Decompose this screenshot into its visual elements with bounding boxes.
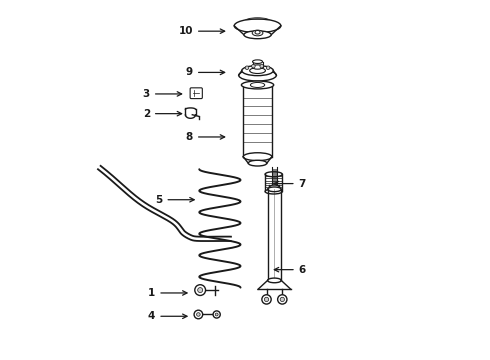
Text: 4: 4 bbox=[148, 311, 187, 321]
Text: 2: 2 bbox=[143, 109, 182, 119]
Circle shape bbox=[196, 313, 200, 316]
Ellipse shape bbox=[265, 172, 282, 177]
Circle shape bbox=[280, 297, 285, 302]
Circle shape bbox=[195, 285, 205, 296]
Ellipse shape bbox=[234, 19, 281, 33]
Text: 9: 9 bbox=[186, 67, 225, 77]
Circle shape bbox=[265, 297, 269, 302]
Text: 8: 8 bbox=[186, 132, 225, 142]
Text: 1: 1 bbox=[148, 288, 187, 298]
Ellipse shape bbox=[268, 278, 281, 283]
Ellipse shape bbox=[250, 82, 265, 87]
Ellipse shape bbox=[252, 65, 263, 69]
Text: 7: 7 bbox=[274, 179, 306, 189]
Text: 6: 6 bbox=[274, 265, 306, 275]
Ellipse shape bbox=[248, 160, 267, 166]
Ellipse shape bbox=[243, 153, 272, 161]
Text: 5: 5 bbox=[155, 195, 194, 205]
Circle shape bbox=[278, 295, 287, 304]
Ellipse shape bbox=[250, 68, 266, 73]
Text: 10: 10 bbox=[178, 26, 225, 36]
Text: 3: 3 bbox=[143, 89, 182, 99]
FancyBboxPatch shape bbox=[190, 88, 202, 99]
Circle shape bbox=[262, 295, 271, 304]
Circle shape bbox=[251, 64, 255, 68]
Circle shape bbox=[197, 288, 203, 293]
Ellipse shape bbox=[255, 31, 260, 34]
Ellipse shape bbox=[265, 189, 282, 194]
Ellipse shape bbox=[244, 31, 271, 39]
Ellipse shape bbox=[242, 66, 273, 76]
Circle shape bbox=[213, 311, 220, 318]
Ellipse shape bbox=[242, 81, 274, 89]
Circle shape bbox=[215, 313, 218, 316]
Ellipse shape bbox=[268, 187, 281, 192]
Circle shape bbox=[267, 66, 270, 69]
Ellipse shape bbox=[270, 185, 279, 189]
Ellipse shape bbox=[252, 30, 263, 36]
Circle shape bbox=[245, 66, 249, 69]
Ellipse shape bbox=[239, 69, 276, 81]
Ellipse shape bbox=[252, 60, 263, 63]
Circle shape bbox=[260, 64, 264, 68]
Circle shape bbox=[194, 310, 203, 319]
